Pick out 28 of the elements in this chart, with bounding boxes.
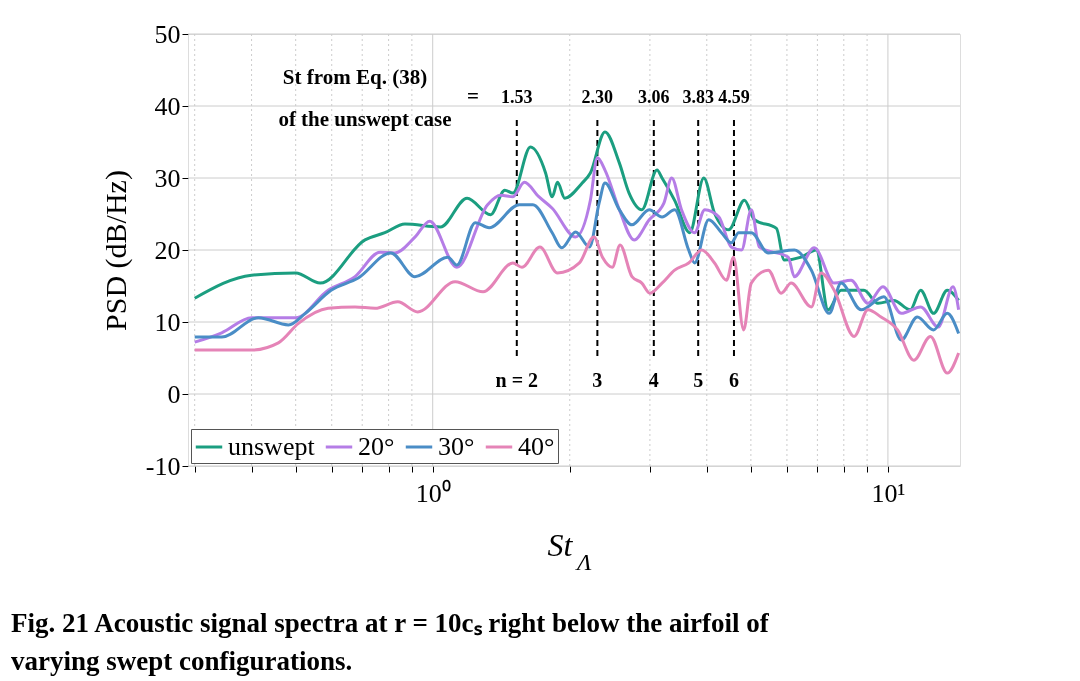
- y-tick-label: 50: [154, 19, 181, 49]
- annotation: n = 2: [495, 369, 539, 391]
- ref-line-label: 3.06: [638, 87, 670, 107]
- legend-label: 20°: [358, 432, 395, 461]
- annotation: of the unswept case: [278, 107, 452, 131]
- annotation: 4: [648, 369, 659, 391]
- caption: Fig. 21 Acoustic signal spectra at r = 10cₛ right below the airfoil of varying swept configurations.: [11, 608, 770, 676]
- x-tick-label: 10¹: [871, 478, 906, 508]
- y-tick-label: 40: [154, 91, 181, 121]
- y-axis-title: PSD (dB/Hz): [98, 170, 133, 331]
- y-tick-label: -10: [145, 451, 181, 481]
- y-tick-label: 10: [154, 307, 181, 337]
- legend-label: 40°: [518, 432, 555, 461]
- annotation: 3: [592, 369, 603, 391]
- y-tick-label: 0: [167, 379, 181, 409]
- x-tick-label: 10⁰: [415, 478, 451, 508]
- legend-label: 30°: [438, 432, 475, 461]
- annotation: =: [467, 84, 479, 108]
- annotation: 5: [693, 369, 704, 391]
- annotation: 6: [728, 369, 739, 391]
- ref-line-label: 3.83: [682, 87, 714, 107]
- legend-label: unswept: [228, 432, 316, 461]
- ref-line-label: 4.59: [718, 87, 750, 107]
- annotation: St from Eq. (38): [282, 65, 428, 89]
- y-tick-label: 20: [154, 235, 181, 265]
- y-tick-label: 30: [154, 163, 181, 193]
- ref-line-label: 1.53: [501, 87, 533, 107]
- ref-line-label: 2.30: [581, 87, 614, 107]
